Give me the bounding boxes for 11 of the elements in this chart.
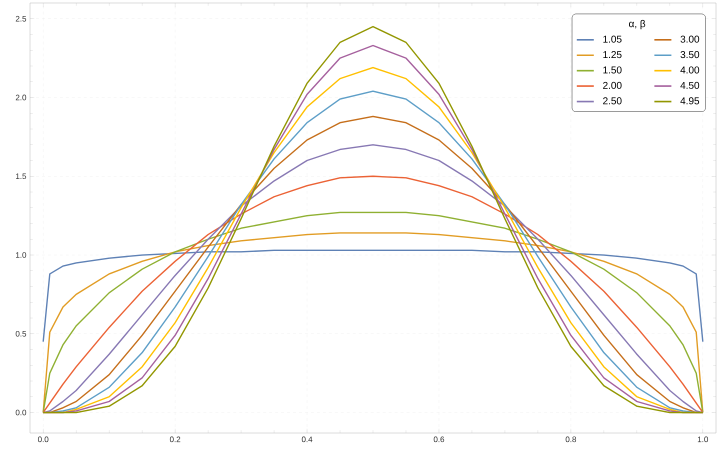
legend-label: 1.25	[603, 51, 622, 58]
legend-label: 4.95	[680, 97, 700, 104]
legend-label: 4.50	[680, 82, 700, 89]
legend-label: 2.00	[603, 82, 622, 89]
legend-label: 2.50	[603, 97, 622, 104]
legend-label: 3.00	[680, 36, 700, 43]
legend-label: 3.50	[680, 51, 700, 58]
legend-label: 1.05	[603, 36, 622, 43]
legend-title: α, β	[629, 20, 646, 30]
legend-label: 4.00	[680, 66, 700, 74]
legend-label: 1.50	[603, 66, 622, 74]
